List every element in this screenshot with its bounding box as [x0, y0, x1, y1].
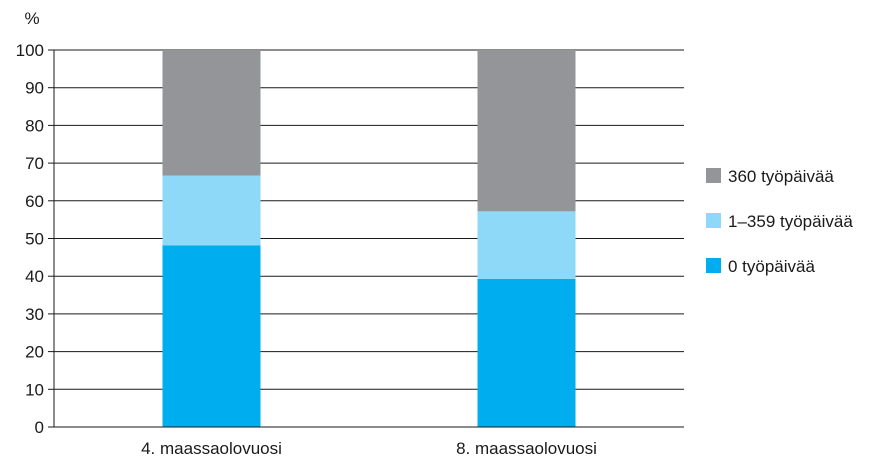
bar-segment-2-category-2 [477, 211, 576, 279]
y-tick-label: 60 [25, 192, 44, 211]
y-tick-label: 40 [25, 267, 44, 286]
bar-segment-1-category-1 [162, 245, 261, 427]
y-tick-label: 80 [25, 116, 44, 135]
legend-swatch [706, 213, 721, 228]
bar-segment-3-category-1 [162, 50, 261, 176]
legend: 360 työpäivää 1–359 työpäivää 0 työpäivää [706, 167, 853, 276]
y-tick-label: 10 [25, 380, 44, 399]
bar-segment-3-category-2 [477, 50, 576, 212]
y-tick-label: 70 [25, 154, 44, 173]
y-tick-label: 0 [35, 418, 44, 437]
y-tick-labels: 0 10 20 30 40 50 60 70 80 90 100 [16, 41, 44, 437]
bar-segment-1-category-2 [477, 278, 576, 427]
y-tick-label: 90 [25, 79, 44, 98]
bar-segment-2-category-1 [162, 175, 261, 246]
x-category-label: 4. maassaolovuosi [141, 439, 282, 457]
y-tick-label: 50 [25, 230, 44, 249]
y-tick-label: 20 [25, 343, 44, 362]
bars [162, 50, 576, 427]
legend-swatch [706, 168, 721, 183]
x-category-label: 8. maassaolovuosi [456, 439, 597, 457]
axes [53, 50, 684, 428]
legend-label: 360 työpäivää [728, 167, 834, 186]
y-tick-label: 30 [25, 305, 44, 324]
y-axis-unit-label: % [24, 9, 39, 28]
x-category-labels: 4. maassaolovuosi 8. maassaolovuosi [141, 439, 597, 457]
y-tick-label: 100 [16, 41, 44, 60]
legend-label: 0 työpäivää [728, 257, 815, 276]
gridlines [48, 49, 684, 428]
legend-swatch [706, 258, 721, 273]
legend-label: 1–359 työpäivää [728, 212, 853, 231]
